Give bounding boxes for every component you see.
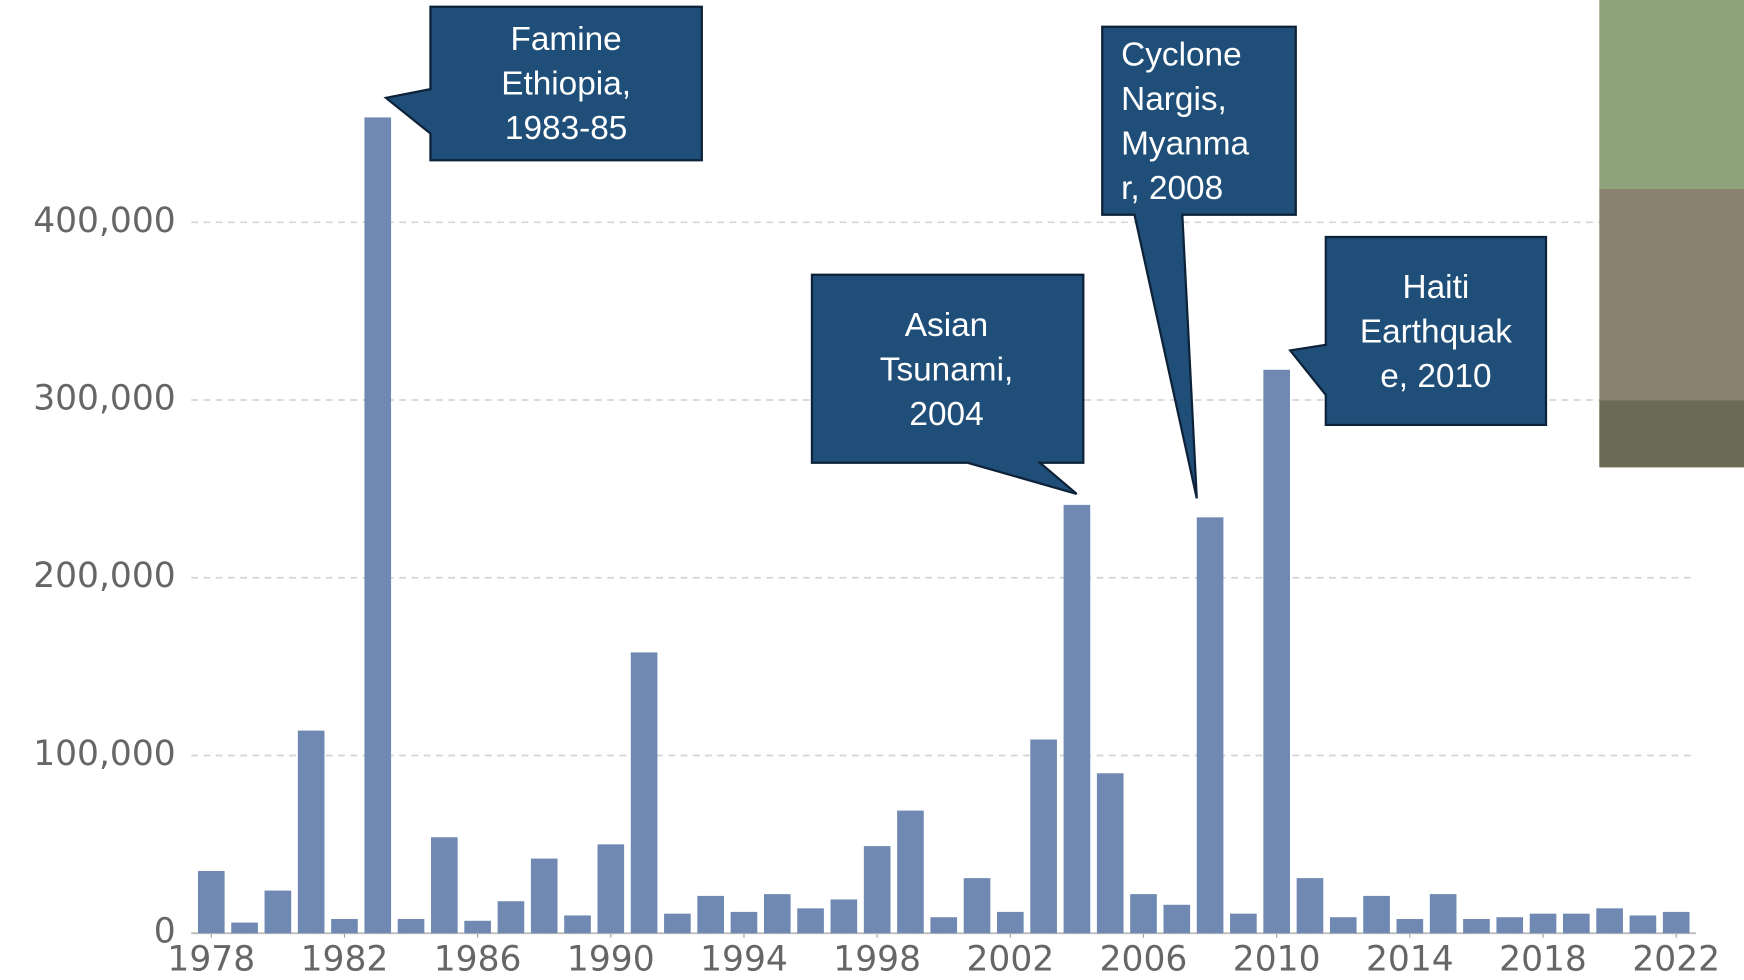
callout	[383, 5, 703, 162]
annotation-line: 1983-85	[505, 110, 627, 147]
y-tick-label: 100,000	[33, 734, 176, 774]
x-tick-label: 2014	[1366, 940, 1454, 980]
annotation-line: Ethiopia,	[501, 66, 631, 103]
bar	[1396, 919, 1424, 934]
bar	[431, 837, 458, 934]
x-tick-label: 1998	[833, 940, 921, 980]
bar	[530, 858, 558, 934]
y-tick-label: 0	[154, 912, 176, 952]
bar	[730, 911, 758, 934]
bar	[1629, 915, 1657, 934]
annotation-line: Haiti	[1403, 269, 1470, 306]
photo-trees	[1599, 0, 1744, 190]
bar	[1130, 894, 1157, 934]
callout	[810, 273, 1085, 495]
bar	[597, 844, 625, 934]
annotation-line: Nargis,	[1121, 81, 1227, 118]
bar	[197, 871, 225, 934]
bar	[1063, 504, 1091, 934]
annotation-line: e, 2010	[1380, 358, 1491, 395]
bar	[763, 894, 791, 934]
bar	[1463, 919, 1490, 934]
bar	[464, 920, 491, 934]
x-tick-label: 2018	[1499, 940, 1587, 980]
x-tick-label: 1978	[167, 940, 255, 980]
bar	[1163, 904, 1191, 934]
bar	[697, 895, 725, 934]
bar	[1030, 739, 1057, 934]
bar	[1429, 894, 1457, 934]
bar	[1196, 517, 1224, 934]
bars	[197, 117, 1690, 934]
annotation-line: Myanma	[1121, 126, 1249, 163]
bar	[1662, 911, 1690, 934]
bar	[797, 908, 824, 934]
bar	[231, 922, 258, 934]
x-tick-label: 1990	[567, 940, 655, 980]
x-tick-label: 2010	[1233, 940, 1321, 980]
bar	[564, 915, 591, 934]
bar	[397, 919, 425, 934]
callout-box	[1288, 235, 1548, 427]
y-tick-label: 300,000	[33, 379, 176, 419]
bar	[897, 810, 924, 934]
callout-box	[383, 5, 703, 162]
x-tick-label: 1994	[700, 940, 788, 980]
callout-box	[1101, 25, 1297, 499]
bar	[1230, 913, 1257, 934]
bar	[1496, 917, 1524, 934]
bar	[630, 652, 658, 934]
bar	[863, 846, 891, 934]
bar	[664, 913, 691, 934]
bar	[1296, 878, 1324, 934]
callout	[1288, 235, 1548, 427]
annotation-line: 2004	[909, 396, 983, 433]
photo	[1599, 0, 1744, 468]
annotation-line: Tsunami,	[880, 351, 1014, 388]
annotation-line: Earthquak	[1360, 314, 1512, 351]
bar	[1363, 895, 1390, 934]
y-tick-label: 400,000	[33, 201, 176, 241]
photo-ground	[1599, 400, 1744, 468]
annotation-line: Cyclone	[1121, 37, 1242, 74]
callout-box	[810, 273, 1085, 495]
bar	[1529, 913, 1557, 934]
annotation-line: Asian	[905, 307, 988, 344]
bar	[1596, 908, 1623, 934]
annotation-line: r, 2008	[1121, 170, 1223, 207]
callout	[1101, 25, 1297, 499]
x-tick-label: 2022	[1632, 940, 1720, 980]
grid: 0 100,000 200,000 300,000 400,000 1978 1982 198…	[33, 201, 1720, 980]
bar	[297, 730, 325, 934]
x-tick-label: 1982	[301, 940, 389, 980]
bar	[963, 878, 991, 934]
bar	[1263, 369, 1290, 934]
bar	[1329, 917, 1357, 934]
x-tick-label: 2002	[966, 940, 1054, 980]
bar	[1562, 913, 1590, 934]
bar	[497, 901, 525, 934]
bar	[364, 117, 392, 934]
bar	[331, 919, 358, 934]
x-tick-label: 1986	[434, 940, 522, 980]
bar	[1096, 773, 1124, 934]
bar	[264, 890, 292, 934]
annotations: Famine Ethiopia, 1983-85 Asian Tsunami, 2004 C…	[501, 21, 1512, 433]
y-tick-label: 200,000	[33, 556, 176, 596]
x-tick-label: 2006	[1100, 940, 1188, 980]
annotation-line: Famine	[511, 21, 622, 58]
bar	[930, 917, 958, 934]
bar	[830, 899, 858, 934]
bar	[997, 911, 1024, 934]
